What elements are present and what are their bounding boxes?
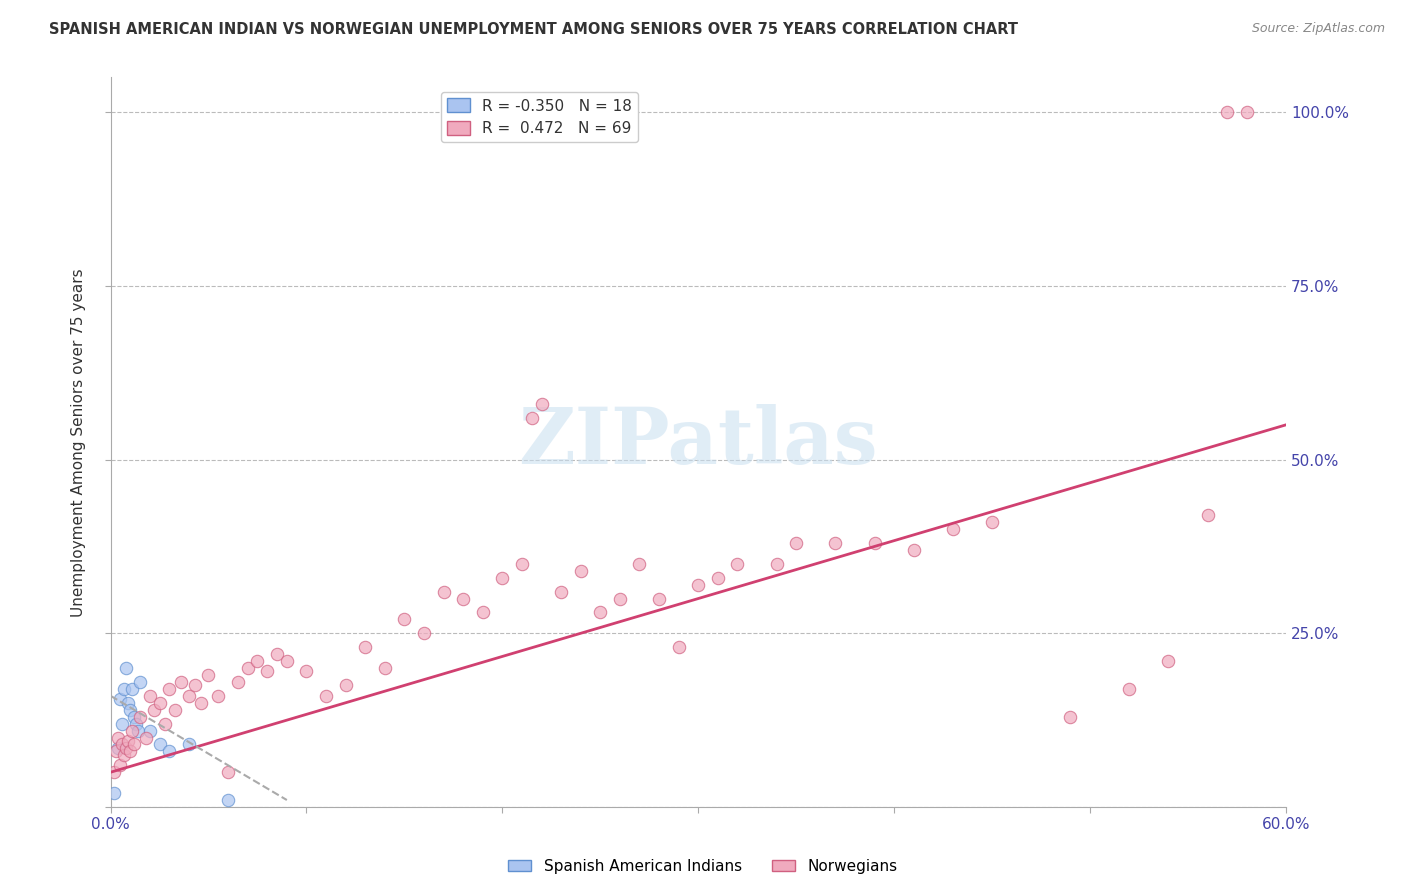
Point xyxy=(471,606,494,620)
Point xyxy=(112,681,135,696)
Point xyxy=(148,738,170,752)
Point xyxy=(107,731,129,745)
Point xyxy=(824,536,846,550)
Point xyxy=(177,738,200,752)
Point xyxy=(125,716,148,731)
Point xyxy=(138,689,160,703)
Point xyxy=(112,747,135,762)
Point xyxy=(115,740,138,755)
Point xyxy=(432,584,454,599)
Point xyxy=(157,681,180,696)
Point xyxy=(138,723,160,738)
Point xyxy=(266,647,288,661)
Point xyxy=(121,681,143,696)
Point xyxy=(628,557,651,571)
Point xyxy=(1059,709,1081,723)
Point xyxy=(589,606,612,620)
Point xyxy=(903,542,925,557)
Point xyxy=(785,536,807,550)
Point xyxy=(374,661,396,675)
Point xyxy=(135,731,157,745)
Point xyxy=(295,665,318,679)
Point xyxy=(1216,105,1239,120)
Point xyxy=(129,709,152,723)
Point xyxy=(107,740,129,755)
Point xyxy=(1118,681,1140,696)
Point xyxy=(668,640,690,655)
Point xyxy=(1197,508,1219,523)
Point xyxy=(550,584,572,599)
Point xyxy=(170,674,193,689)
Point xyxy=(354,640,377,655)
Point xyxy=(207,689,229,703)
Point xyxy=(491,571,513,585)
Point xyxy=(451,591,474,606)
Point xyxy=(155,716,177,731)
Text: ZIPatlas: ZIPatlas xyxy=(519,404,879,480)
Legend: Spanish American Indians, Norwegians: Spanish American Indians, Norwegians xyxy=(502,853,904,880)
Point xyxy=(111,716,134,731)
Point xyxy=(127,723,149,738)
Point xyxy=(117,734,139,748)
Point xyxy=(184,678,207,692)
Point xyxy=(569,564,592,578)
Point xyxy=(122,709,145,723)
Point xyxy=(707,571,730,585)
Point xyxy=(103,765,125,780)
Point xyxy=(103,786,125,800)
Point xyxy=(120,744,142,758)
Point xyxy=(217,793,239,807)
Point xyxy=(217,765,239,780)
Point xyxy=(942,522,965,536)
Point xyxy=(315,689,337,703)
Point xyxy=(394,612,416,626)
Point xyxy=(863,536,886,550)
Legend: R = -0.350   N = 18, R =  0.472   N = 69: R = -0.350 N = 18, R = 0.472 N = 69 xyxy=(441,93,638,143)
Point xyxy=(190,696,212,710)
Point xyxy=(413,626,436,640)
Point xyxy=(110,758,132,772)
Point xyxy=(120,703,142,717)
Point xyxy=(110,692,132,706)
Point xyxy=(177,689,200,703)
Point xyxy=(111,738,134,752)
Point xyxy=(256,665,278,679)
Point xyxy=(148,696,170,710)
Point xyxy=(530,397,553,411)
Point xyxy=(226,674,249,689)
Point xyxy=(115,661,138,675)
Point xyxy=(157,744,180,758)
Point xyxy=(765,557,787,571)
Point xyxy=(981,515,1004,529)
Point xyxy=(1157,654,1180,668)
Text: Source: ZipAtlas.com: Source: ZipAtlas.com xyxy=(1251,22,1385,36)
Point xyxy=(246,654,269,668)
Y-axis label: Unemployment Among Seniors over 75 years: Unemployment Among Seniors over 75 years xyxy=(72,268,86,616)
Point xyxy=(520,410,543,425)
Point xyxy=(725,557,748,571)
Point xyxy=(276,654,298,668)
Point xyxy=(121,723,143,738)
Point xyxy=(648,591,671,606)
Point xyxy=(117,696,139,710)
Point xyxy=(510,557,533,571)
Text: SPANISH AMERICAN INDIAN VS NORWEGIAN UNEMPLOYMENT AMONG SENIORS OVER 75 YEARS CO: SPANISH AMERICAN INDIAN VS NORWEGIAN UNE… xyxy=(49,22,1018,37)
Point xyxy=(129,674,152,689)
Point xyxy=(1236,105,1258,120)
Point xyxy=(688,577,710,591)
Point xyxy=(197,668,219,682)
Point xyxy=(142,703,165,717)
Point xyxy=(335,678,357,692)
Point xyxy=(105,744,128,758)
Point xyxy=(122,738,145,752)
Point xyxy=(165,703,187,717)
Point xyxy=(236,661,259,675)
Point xyxy=(609,591,631,606)
